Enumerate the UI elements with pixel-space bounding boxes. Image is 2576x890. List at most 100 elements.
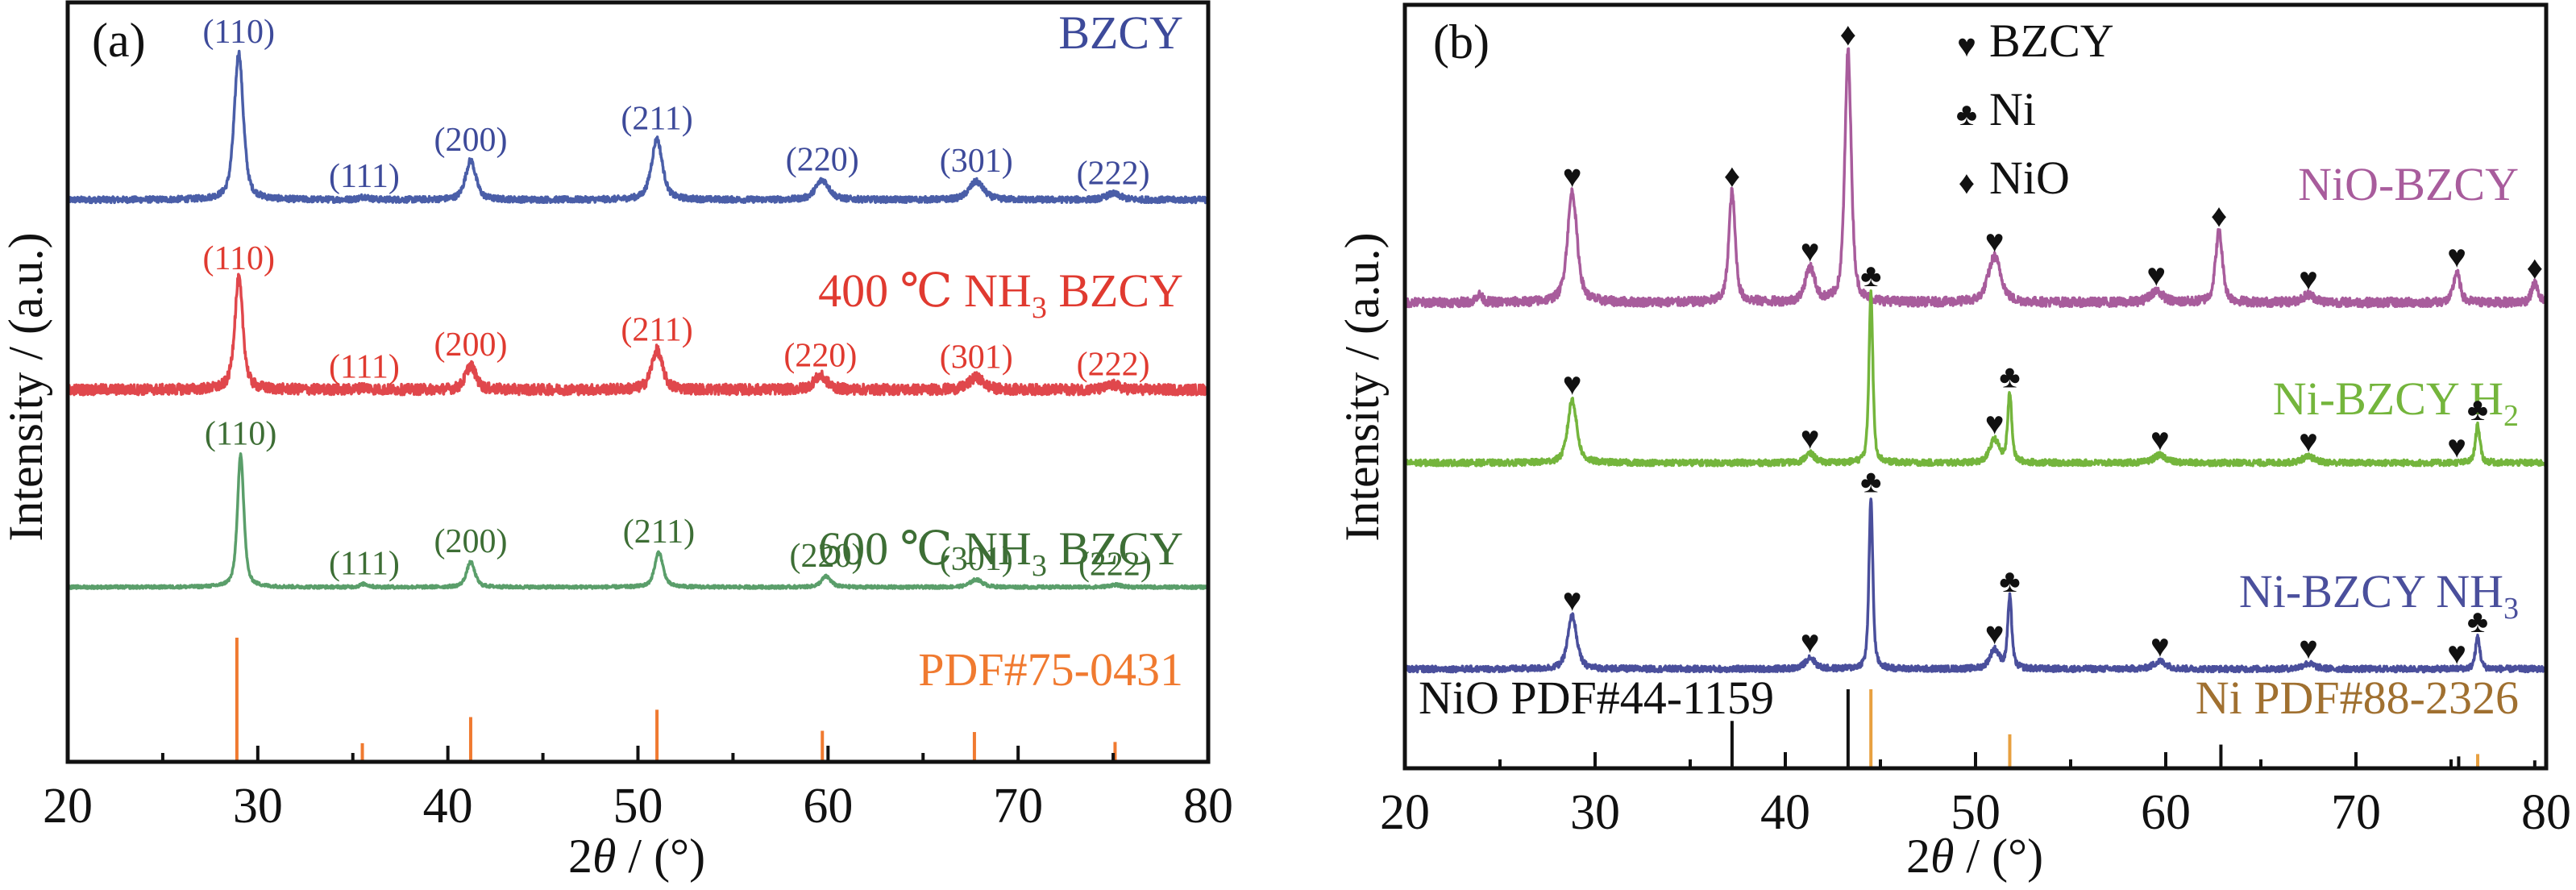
hkl-label: (301): [940, 143, 1013, 180]
panel-b: NiO-BZCY♥ ♦♥♦♥♥♦♥♥ ♦Ni-BZCY H2♥♥♣♥♣♥ ♥ ♥♣Ni-…: [1336, 2, 2571, 883]
panel-b-x-axis-title: 2θ / (°): [1906, 830, 2043, 883]
x-tick-label: 60: [2141, 785, 2191, 840]
panel-b-x-ticks: 20 30 40 50 60 70 80: [1380, 752, 2571, 840]
hkl-label: (200): [434, 122, 507, 159]
x-tick-label: 70: [2331, 785, 2381, 840]
hkl-label: (111): [329, 158, 400, 195]
diamond-marker-icon: ♦: [2211, 198, 2227, 234]
panel-a-x-axis-title: 2θ / (°): [568, 830, 705, 883]
subscript: 3: [1032, 291, 1047, 325]
panel-b-plot-layer: NiO-BZCY♥ ♦♥♦♥♥♦♥♥ ♦Ni-BZCY H2♥♥♣♥♣♥ ♥ ♥♣Ni-…: [1403, 16, 2548, 768]
heart-marker-icon: ♥: [1563, 366, 1582, 402]
hkl-label: (200): [434, 523, 507, 560]
reference-label: NiO PDF#44-1159: [1419, 672, 1774, 724]
series-label: 400 ℃ NH3 BZCY: [818, 264, 1183, 325]
diamond-marker-icon: ♦: [1724, 158, 1740, 194]
hkl-label: (301): [940, 541, 1013, 578]
series-400-nh3-bzcy: 400 ℃ NH3 BZCY (110) (111) (200) (211) (220) (…: [66, 240, 1210, 397]
heart-marker-icon: ♥: [2150, 627, 2170, 663]
x-tick-label: 50: [1951, 785, 2001, 840]
reference-label: Ni PDF#88-2326: [2196, 672, 2519, 724]
series-label: Ni-BZCY NH3: [2239, 565, 2519, 626]
x-tick-label: 80: [1183, 779, 1233, 834]
panel-a-x-axis-theta: θ: [592, 830, 616, 883]
subscript: 3: [1032, 549, 1047, 583]
hkl-label: (211): [621, 311, 692, 348]
heart-marker-icon: ♥: [1563, 582, 1582, 618]
series-line: [1403, 497, 2548, 674]
heart-marker-icon: ♥: [2146, 257, 2166, 293]
club-marker-icon: ♣: [1860, 464, 1881, 500]
hkl-label: (222): [1077, 155, 1150, 192]
series-line: [66, 272, 1210, 397]
x-tick-label: 30: [1570, 785, 1620, 840]
club-marker-icon: ♣: [2467, 391, 2488, 427]
hkl-label: (222): [1077, 347, 1150, 384]
panel-b-legend: ♥ BZCY ♣ Ni ♦ NiO: [1956, 15, 2114, 204]
hkl-label: (301): [940, 339, 1013, 376]
heart-marker-icon: ♥: [2447, 429, 2466, 465]
subscript: 3: [2503, 592, 2519, 626]
series-ni-bzcy-nh3: Ni-BZCY NH3♥♥♣♥♣♥ ♥ ♥♣: [1403, 464, 2548, 674]
diamond-marker-icon: ♦: [2527, 250, 2543, 286]
reference-ni-pdf-88-2326: Ni PDF#88-2326: [1869, 672, 2519, 768]
diamond-marker-icon: ♦: [1840, 16, 1856, 52]
x-tick-label: 20: [1380, 785, 1430, 840]
series-line: [1403, 47, 2548, 309]
label-part: Ni-BZCY H: [2273, 372, 2503, 425]
series-nio-bzcy: NiO-BZCY ♥ ♦ ♥ ♦ ♥ ♥ ♦ ♥ ♥ ♦: [1403, 16, 2548, 309]
hkl-label: (110): [205, 415, 276, 452]
label-part: NiO-BZCY: [2298, 158, 2519, 210]
x-tick-label: 50: [613, 779, 663, 834]
panel-a-x-axis-suffix: / (°): [616, 830, 705, 883]
series-bzcy: BZCY (110) (111) (200) (211) (220) (301) (222): [66, 6, 1210, 205]
hkl-label: (220): [783, 337, 857, 374]
hkl-label: (211): [623, 514, 695, 551]
heart-marker-icon: ♥: [1563, 158, 1582, 194]
series-line: [1403, 289, 2548, 468]
panel-a-x-ticks: 20 30 40 50 60 70 80: [43, 746, 1233, 834]
label-part: BZCY: [1058, 6, 1183, 59]
panel-b-y-axis-title: Intensity / (a.u.): [1336, 232, 1389, 541]
reference-pdf-75-0431: PDF#75-0431: [235, 638, 1183, 762]
panel-b-letter: (b): [1433, 15, 1490, 69]
panel-a-plot-layer: BZCY (110) (111) (200) (211) (220) (301) (222) 4…: [66, 6, 1210, 762]
hkl-label: (111): [329, 545, 400, 582]
panel-a: BZCY (110) (111) (200) (211) (220) (301) (222) 4…: [0, 0, 1233, 883]
label-part: Ni-BZCY NH: [2239, 565, 2503, 618]
heart-marker-icon: ♥: [1985, 405, 2005, 441]
label-part: BZCY: [1047, 264, 1183, 317]
hkl-label: (110): [203, 14, 275, 51]
series-label: BZCY: [1058, 6, 1183, 59]
series-label: NiO-BZCY: [2298, 158, 2519, 210]
heart-marker-icon: ♥: [2150, 422, 2170, 458]
club-marker-icon: ♣: [1860, 257, 1881, 293]
heart-marker-icon: ♥: [2447, 634, 2466, 671]
legend-label: Ni: [1989, 83, 2036, 135]
x-tick-label: 20: [43, 779, 93, 834]
legend-label: BZCY: [1989, 15, 2114, 67]
legend-diamond-icon: ♦: [1959, 164, 1975, 201]
label-part: BZCY: [1047, 522, 1183, 575]
heart-marker-icon: ♥: [1801, 420, 1820, 456]
hkl-label: (220): [786, 141, 859, 178]
x-tick-label: 30: [233, 779, 283, 834]
heart-marker-icon: ♥: [2447, 238, 2466, 274]
legend-club-icon: ♣: [1956, 96, 1977, 132]
panel-b-x-axis-suffix: / (°): [1954, 830, 2043, 883]
heart-marker-icon: ♥: [2299, 423, 2318, 460]
heart-marker-icon: ♥: [1801, 233, 1820, 269]
panel-a-y-axis-title: Intensity / (a.u.): [0, 232, 52, 541]
panel-b-x-axis-prefix: 2: [1906, 830, 1930, 883]
heart-marker-icon: ♥: [1801, 623, 1820, 659]
panel-a-x-axis-prefix: 2: [568, 830, 592, 883]
heart-marker-icon: ♥: [1985, 615, 2005, 651]
club-marker-icon: ♣: [2467, 603, 2488, 639]
legend-label: NiO: [1989, 152, 2070, 204]
series-label: Ni-BZCY H2: [2273, 372, 2519, 433]
series-label: 600 ℃ NH3 BZCY: [818, 522, 1183, 583]
hkl-label: (110): [203, 240, 275, 277]
panel-b-x-axis-theta: θ: [1930, 830, 1954, 883]
x-tick-label: 80: [2521, 785, 2571, 840]
